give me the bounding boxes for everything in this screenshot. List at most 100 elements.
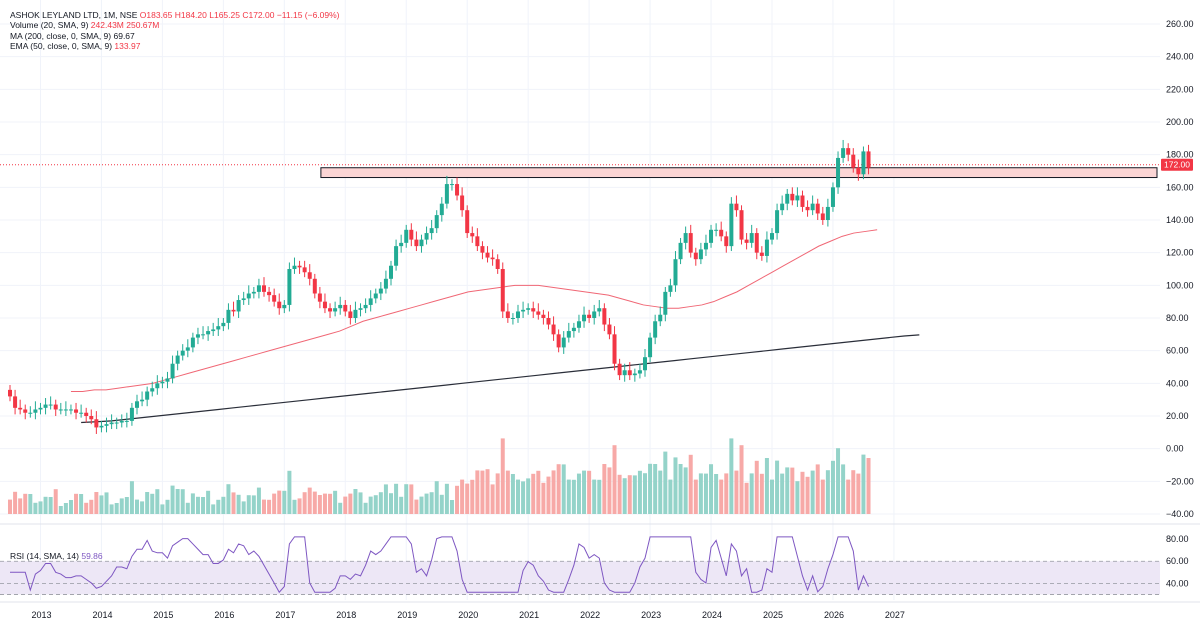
time-tick-label: 2016 <box>214 610 234 620</box>
volume-bar <box>140 501 145 514</box>
volume-bar <box>648 463 653 514</box>
candle-body <box>145 391 150 400</box>
candle-body <box>404 229 409 243</box>
candle-body <box>394 246 399 266</box>
volume-bar <box>226 484 231 514</box>
volume-bar <box>38 501 43 514</box>
candle-body <box>444 184 449 204</box>
volume-bar <box>663 451 668 514</box>
volume-bar <box>439 494 444 514</box>
volume-bar <box>419 496 424 514</box>
volume-bar <box>856 473 861 514</box>
candle-body <box>439 203 444 216</box>
candle-body <box>500 269 505 312</box>
volume-bar <box>703 473 708 514</box>
rsi-legend: RSI (14, SMA, 14) 59.86 <box>10 551 103 561</box>
candle-body <box>363 304 368 309</box>
candle-body <box>236 300 241 312</box>
volume-bar <box>465 483 470 514</box>
volume-bar <box>820 479 825 514</box>
volume-bar <box>241 501 246 514</box>
volume-bar <box>206 490 211 514</box>
volume-bar <box>709 464 714 514</box>
candle-body <box>729 203 734 247</box>
candle-body <box>744 239 749 243</box>
candle-body <box>830 187 835 207</box>
candle-body <box>190 337 195 348</box>
volume-bar <box>94 492 99 514</box>
volume-bar <box>343 496 348 514</box>
candle-body <box>770 233 774 240</box>
candle-body <box>582 314 587 322</box>
time-tick-label: 2015 <box>153 610 173 620</box>
volume-bar <box>221 496 226 514</box>
volume-bar <box>683 467 688 514</box>
candle-body <box>663 291 668 315</box>
volume-bar <box>749 473 754 514</box>
volume-bar <box>328 493 333 514</box>
candle-body <box>389 265 393 279</box>
candle-body <box>632 373 637 376</box>
volume-bar <box>556 464 561 514</box>
volume-bar <box>724 473 729 514</box>
volume-bar <box>13 491 18 514</box>
candle-body <box>714 229 719 231</box>
volume-bar <box>18 498 23 514</box>
candle-body <box>368 298 373 305</box>
candle-body <box>79 412 84 414</box>
volume-bar <box>312 491 317 514</box>
candle-body <box>571 327 576 332</box>
volume-bar <box>414 499 419 514</box>
legend-ema-label: EMA (50, close, 0, SMA, 9) <box>10 41 113 52</box>
volume-bar <box>734 470 739 514</box>
candle-body <box>643 357 647 371</box>
candle-body <box>627 370 632 376</box>
volume-bar <box>297 498 302 514</box>
volume-bar <box>571 479 576 514</box>
time-tick-label: 2021 <box>519 610 539 620</box>
volume-bar <box>846 479 851 514</box>
time-tick-label: 2020 <box>458 610 478 620</box>
candle-body <box>353 309 358 318</box>
volume-bar <box>612 445 617 514</box>
volume-bar <box>104 492 109 514</box>
price-badge-label: 172.00 <box>1164 160 1190 170</box>
candle-body <box>302 267 307 273</box>
ma-200-line <box>81 334 920 424</box>
volume-bar <box>373 495 378 514</box>
candle-body <box>551 324 556 335</box>
candle-body <box>185 347 190 351</box>
volume-bar <box>551 470 556 514</box>
volume-bar <box>531 473 536 514</box>
candle-body <box>211 329 216 332</box>
volume-bar <box>58 506 63 514</box>
candle-body <box>409 229 414 240</box>
volume-bar <box>607 467 612 514</box>
candle-body <box>668 285 673 292</box>
volume-bar <box>155 489 160 514</box>
volume-bar <box>739 445 744 514</box>
candle-body <box>307 272 312 279</box>
candle-body <box>287 269 292 305</box>
volume-bar <box>129 481 134 514</box>
legend-volume-row: Volume (20, SMA, 9) 242.43M 250.67M <box>10 20 340 30</box>
volume-bar <box>851 470 856 514</box>
price-tick-label: 80.00 <box>1166 313 1189 323</box>
candle-body <box>434 215 439 229</box>
candle-body <box>510 318 515 319</box>
candle-body <box>800 195 805 207</box>
volume-bar <box>165 499 170 514</box>
candle-body <box>455 184 460 196</box>
volume-bar <box>383 484 388 514</box>
legend-volume-label: Volume (20, SMA, 9) <box>10 20 89 31</box>
volume-bar <box>68 500 73 514</box>
volume-bar <box>836 448 841 514</box>
candle-body <box>607 324 612 335</box>
candle-body <box>195 334 200 338</box>
volume-bar <box>135 499 139 514</box>
price-tick-label: 60.00 <box>1166 346 1189 356</box>
volume-bar <box>825 470 830 514</box>
candle-body <box>429 228 434 234</box>
candle-body <box>68 409 73 411</box>
